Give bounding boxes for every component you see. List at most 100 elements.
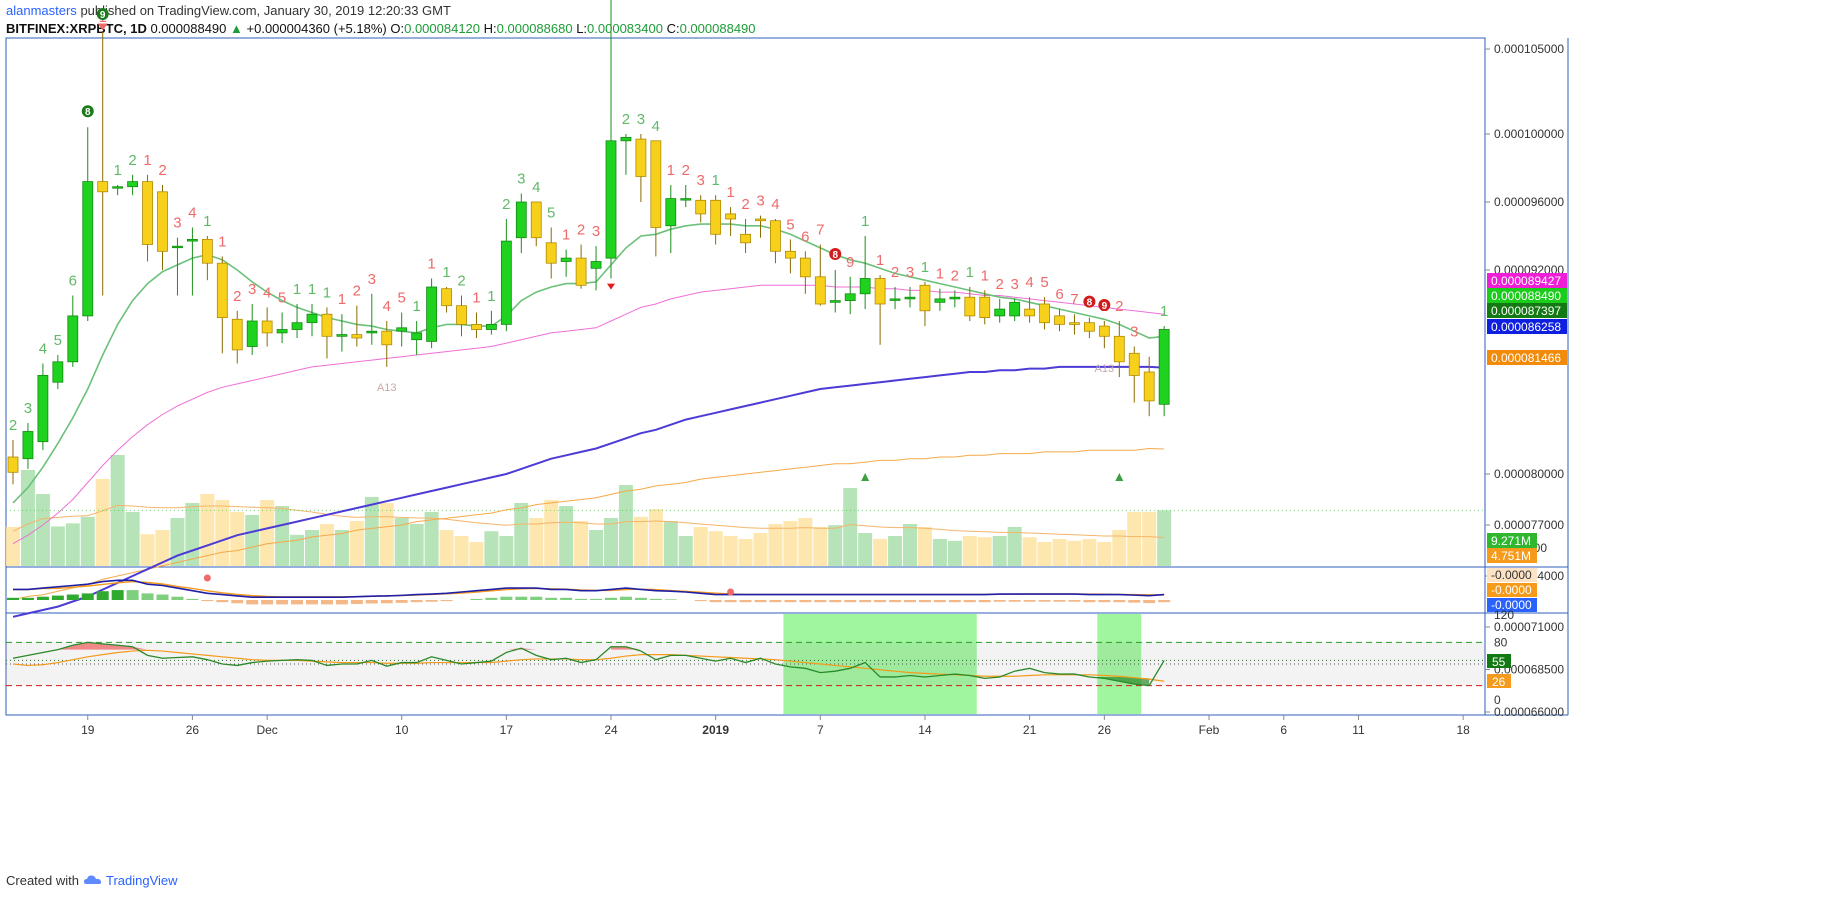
volume-bar (110, 455, 125, 566)
candle-down (785, 250, 796, 259)
volume-bar (544, 500, 559, 566)
change-arrow-icon: ▲ (230, 21, 243, 36)
volume-bar (394, 518, 409, 566)
candle-up (112, 186, 124, 189)
candle-up (172, 245, 183, 249)
volume-bar (319, 524, 334, 566)
candle-down (1069, 322, 1080, 325)
candle-down (1039, 303, 1050, 324)
candle-up (276, 329, 288, 334)
macd-histogram-bar (21, 597, 34, 600)
td-count-label: 3 (1130, 324, 1138, 341)
macd-histogram-bar (1143, 600, 1156, 604)
candle-down (814, 276, 826, 305)
candle-down (740, 233, 751, 244)
candle-up (485, 323, 497, 330)
macd-histogram-bar (948, 600, 961, 603)
td-count-label: 3 (517, 171, 525, 188)
td-count-label: 1 (218, 233, 226, 250)
td-count-label: 1 (966, 264, 974, 281)
macd-histogram-bar (1113, 600, 1126, 603)
macd-histogram-bar (694, 600, 707, 602)
candle-up (52, 361, 64, 383)
volume-bar (1007, 527, 1022, 566)
td-setup-label: 8 (832, 250, 838, 261)
volume-bar (334, 530, 349, 566)
volume-bar (708, 531, 723, 566)
candle-down (545, 242, 557, 264)
macd-line (13, 579, 1165, 599)
volume-bar (798, 518, 813, 566)
macd-label-box (1487, 568, 1537, 582)
price-tick-label: 0.000066000 (1494, 705, 1564, 719)
candle-down (710, 199, 722, 235)
macd-histogram-bar (664, 599, 677, 600)
volume-bar (50, 526, 65, 566)
time-tick-label: 24 (604, 723, 618, 737)
time-tick-label: 11 (1352, 723, 1365, 737)
td-count-label: 5 (54, 332, 62, 349)
td-count-label: 1 (293, 281, 301, 298)
volume-bar (484, 531, 499, 566)
volume-bar (424, 512, 439, 566)
td-count-label: 1 (308, 281, 316, 298)
td-count-label: 3 (1010, 276, 1018, 293)
td-count-label: 3 (24, 400, 32, 417)
tradingview-link[interactable]: TradingView (106, 873, 178, 888)
tradingview-cloud-icon (83, 875, 101, 884)
price-label: 0.000089427 (1491, 274, 1561, 288)
volume-bar (962, 536, 977, 566)
ema-blue-line (12, 365, 1165, 618)
candle-down (456, 305, 467, 325)
td-count-label: 2 (502, 196, 510, 213)
price-tick-label: 0.000105000 (1494, 42, 1564, 56)
time-tick-label: 10 (395, 723, 409, 737)
symbol-name[interactable]: BITFINEX:XRPBTC, 1D (6, 21, 147, 36)
volume-bar (633, 516, 648, 566)
candle-down (1113, 335, 1125, 363)
volume-bar (1142, 512, 1157, 566)
time-tick-label: 6 (1280, 723, 1287, 737)
volume-bar (574, 521, 589, 566)
volume-bar (349, 521, 364, 566)
volume-bar (559, 506, 574, 566)
candle-up (426, 286, 438, 342)
macd-histogram-bar (291, 600, 304, 605)
td-count-label: 1 (936, 266, 944, 283)
candle-up (82, 181, 94, 317)
high-value: 0.000088680 (496, 21, 573, 36)
candle-up (127, 181, 138, 188)
macd-histogram-bar (829, 600, 842, 603)
volume-bar (1112, 530, 1127, 566)
volume-ma-line (12, 504, 1165, 538)
macd-histogram-bar (395, 600, 408, 603)
volume-bar (843, 488, 858, 566)
macd-histogram-bar (1083, 600, 1096, 603)
macd-histogram-bar (156, 594, 169, 600)
td-count-label: 3 (592, 223, 600, 240)
macd-histogram-bar (36, 596, 49, 600)
price-tick-label: 0.000071000 (1494, 620, 1564, 634)
volume-bar (305, 530, 319, 566)
volume-bar (903, 524, 917, 566)
macd-label: -0.0000 (1491, 583, 1532, 597)
macd-histogram-bar (859, 600, 872, 603)
macd-cross-marker (203, 574, 211, 582)
author-link[interactable]: alanmasters (6, 3, 77, 18)
td-count-label: 4 (771, 196, 779, 213)
td-count-label: 4 (263, 284, 271, 301)
macd-histogram-bar (515, 596, 528, 600)
volume-bar (648, 509, 663, 566)
volume-bar (200, 494, 215, 566)
rsi-label-box (1487, 674, 1511, 688)
candle-down (1128, 352, 1140, 376)
macd-histogram-bar (66, 594, 79, 600)
candle-down (755, 218, 766, 222)
macd-histogram-bar (261, 600, 274, 605)
macd-histogram-bar (784, 600, 797, 603)
td-count-label: 7 (816, 222, 824, 239)
macd-histogram-bar (1038, 600, 1051, 602)
time-tick-label: 2019 (702, 723, 729, 737)
td-count-label: 5 (786, 216, 794, 233)
